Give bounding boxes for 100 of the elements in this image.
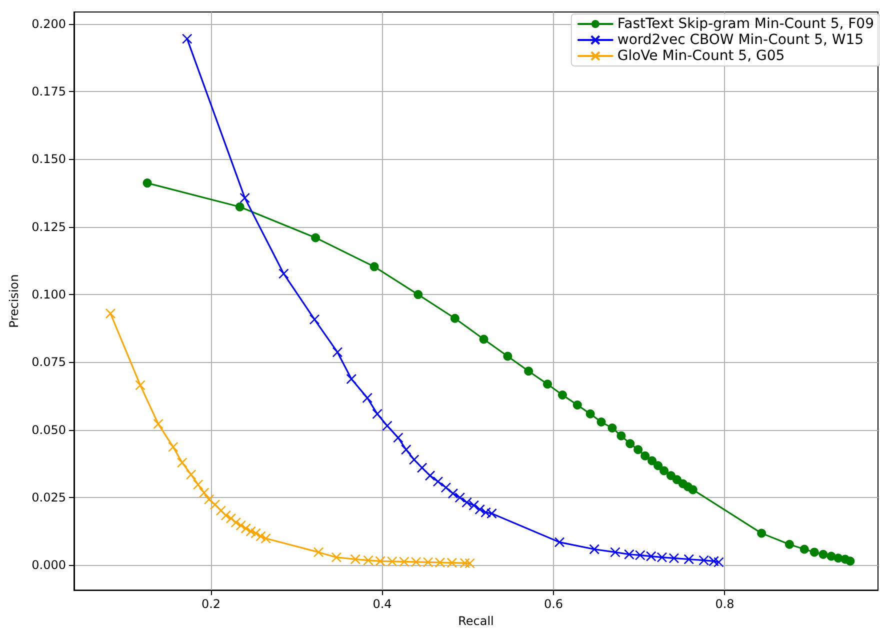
point <box>698 555 709 566</box>
point <box>846 556 855 566</box>
point <box>714 557 724 568</box>
point <box>236 520 246 531</box>
point <box>176 457 188 468</box>
point <box>479 334 488 344</box>
point <box>684 554 694 564</box>
point <box>393 432 404 443</box>
point <box>558 390 567 400</box>
point <box>596 418 606 427</box>
point <box>608 423 617 432</box>
x-axis-title: Recall <box>458 614 494 628</box>
point <box>226 513 236 524</box>
point <box>311 233 320 242</box>
legend-label: word2vec CBOW Min-Count 5, W15 <box>617 32 864 48</box>
point <box>634 445 643 454</box>
y-tick-label: 0.125 <box>32 220 66 234</box>
point <box>648 456 657 466</box>
point <box>524 366 534 376</box>
point <box>204 494 214 505</box>
point <box>256 531 266 542</box>
y-axis-title: Precision <box>7 274 21 328</box>
point <box>235 202 244 212</box>
point <box>370 262 379 272</box>
point <box>260 533 271 544</box>
point <box>210 499 220 510</box>
y-tick-label: 0.200 <box>32 16 66 31</box>
y-tick-label: 0.000 <box>32 558 66 572</box>
point <box>757 528 766 538</box>
point <box>708 556 719 566</box>
point <box>586 409 595 418</box>
point <box>372 408 382 420</box>
point <box>589 544 600 554</box>
x-tick-label: 0.8 <box>715 597 734 612</box>
legend-label: GloVe Min-Count 5, G05 <box>617 48 785 64</box>
point <box>230 517 242 528</box>
point <box>414 290 423 300</box>
point <box>142 178 152 188</box>
point <box>818 550 828 559</box>
point <box>432 476 444 487</box>
point <box>640 451 650 460</box>
point <box>654 461 663 470</box>
point <box>375 556 386 566</box>
point <box>440 482 452 493</box>
point <box>363 555 374 566</box>
point <box>410 556 422 568</box>
point <box>168 442 178 452</box>
point <box>192 479 204 490</box>
point <box>660 466 669 476</box>
x-tick-label: 0.6 <box>544 597 564 612</box>
point <box>486 508 497 519</box>
y-tick-label: 0.175 <box>32 84 66 99</box>
point <box>572 400 582 410</box>
point <box>624 549 634 560</box>
point <box>135 380 146 390</box>
point <box>656 552 668 562</box>
point <box>416 462 428 473</box>
point <box>399 556 410 567</box>
point <box>198 488 210 498</box>
point <box>387 556 398 567</box>
point <box>480 507 491 518</box>
point <box>186 469 196 480</box>
point <box>634 550 646 560</box>
point <box>105 308 116 319</box>
point <box>220 510 232 521</box>
y-tick-label: 0.150 <box>32 152 66 166</box>
point <box>216 505 226 516</box>
point <box>610 547 620 558</box>
point <box>810 548 819 557</box>
point <box>434 557 446 568</box>
point <box>446 558 458 568</box>
point <box>250 528 261 538</box>
point <box>346 374 357 384</box>
point <box>450 314 460 323</box>
point <box>626 439 635 448</box>
point <box>350 554 361 564</box>
point <box>454 492 466 503</box>
point <box>666 471 676 480</box>
point <box>448 488 458 499</box>
point <box>474 504 486 515</box>
point <box>688 485 698 494</box>
point <box>460 558 470 568</box>
y-tick-label: 0.050 <box>32 422 66 437</box>
point <box>246 526 256 537</box>
point <box>313 547 324 558</box>
y-tick-label: 0.100 <box>32 288 66 302</box>
x-tick-label: 0.2 <box>201 597 221 612</box>
y-tick-label: 0.025 <box>32 490 66 505</box>
point <box>646 551 656 562</box>
point <box>464 558 475 568</box>
point <box>668 553 680 564</box>
point <box>800 544 809 554</box>
point <box>784 540 794 549</box>
point <box>424 470 436 481</box>
y-tick-label: 0.075 <box>32 355 66 370</box>
point <box>554 537 565 548</box>
point <box>240 523 251 534</box>
point <box>400 444 412 455</box>
point <box>462 497 472 508</box>
point <box>278 268 289 279</box>
